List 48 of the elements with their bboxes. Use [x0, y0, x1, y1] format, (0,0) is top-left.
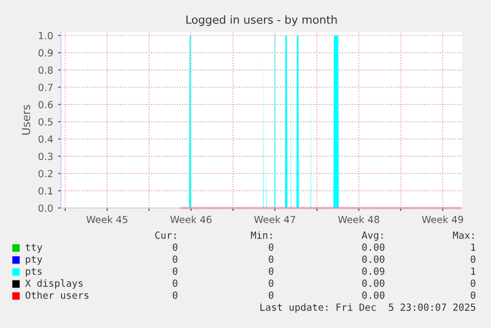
legend-label: X displays [25, 279, 83, 289]
text: 0 [470, 279, 476, 287]
y-axis-title: Users [22, 104, 30, 135]
text: 0 [172, 243, 178, 251]
text: 1 [471, 268, 476, 275]
chart-title: Logged in users - by month [186, 15, 337, 26]
legend-label: pts [26, 268, 42, 277]
text: Max: [452, 232, 474, 239]
text: 0 [470, 291, 476, 299]
x-tick-label: Week 45 [86, 216, 128, 224]
x-tick-label: Week 48 [338, 216, 380, 224]
y-tick-label: 0.9 [38, 49, 53, 57]
text: Avg: [362, 232, 383, 241]
y-tick-label: 0.8 [38, 66, 53, 74]
x-tick-label: Week 49 [422, 216, 464, 224]
text: 0 [172, 279, 178, 287]
text: 0.00 [362, 255, 384, 263]
y-tick-label: 0.1 [38, 187, 52, 195]
text: Last update: Fri Dec 5 23:00:07 2025 [260, 303, 476, 313]
text: 0 [268, 291, 274, 299]
text: 1 [471, 244, 476, 251]
text: 0.00 [362, 291, 384, 299]
legend-label: Other users [26, 291, 88, 299]
legend-label: tty [26, 244, 42, 253]
y-tick-label: 0.2 [38, 170, 52, 178]
text: Min: [250, 231, 272, 239]
text: 0 [172, 267, 178, 275]
y-tick-label: 0.5 [38, 118, 53, 126]
y-tick-label: 1.0 [38, 32, 53, 40]
y-tick-label: 0.6 [38, 100, 53, 108]
text: Cur: [155, 231, 176, 239]
text: 0.00 [362, 243, 384, 251]
text: 0 [470, 255, 476, 263]
text: 0 [268, 255, 274, 263]
text: 0 [268, 243, 274, 251]
x-tick-label: Week 47 [254, 216, 296, 224]
legend-label: pty [26, 256, 42, 265]
text: 0.09 [362, 267, 384, 275]
y-tick-label: 0.0 [38, 204, 53, 212]
text: 0 [268, 279, 274, 287]
y-tick-label: 0.3 [38, 152, 53, 160]
x-tick-label: Week 46 [170, 216, 212, 224]
y-tick-label: 0.4 [38, 135, 53, 143]
text: 0 [172, 255, 178, 263]
text: 0 [268, 267, 274, 275]
text: 0 [172, 291, 178, 299]
y-tick-label: 0.7 [38, 84, 53, 92]
text: 0.00 [362, 279, 384, 287]
